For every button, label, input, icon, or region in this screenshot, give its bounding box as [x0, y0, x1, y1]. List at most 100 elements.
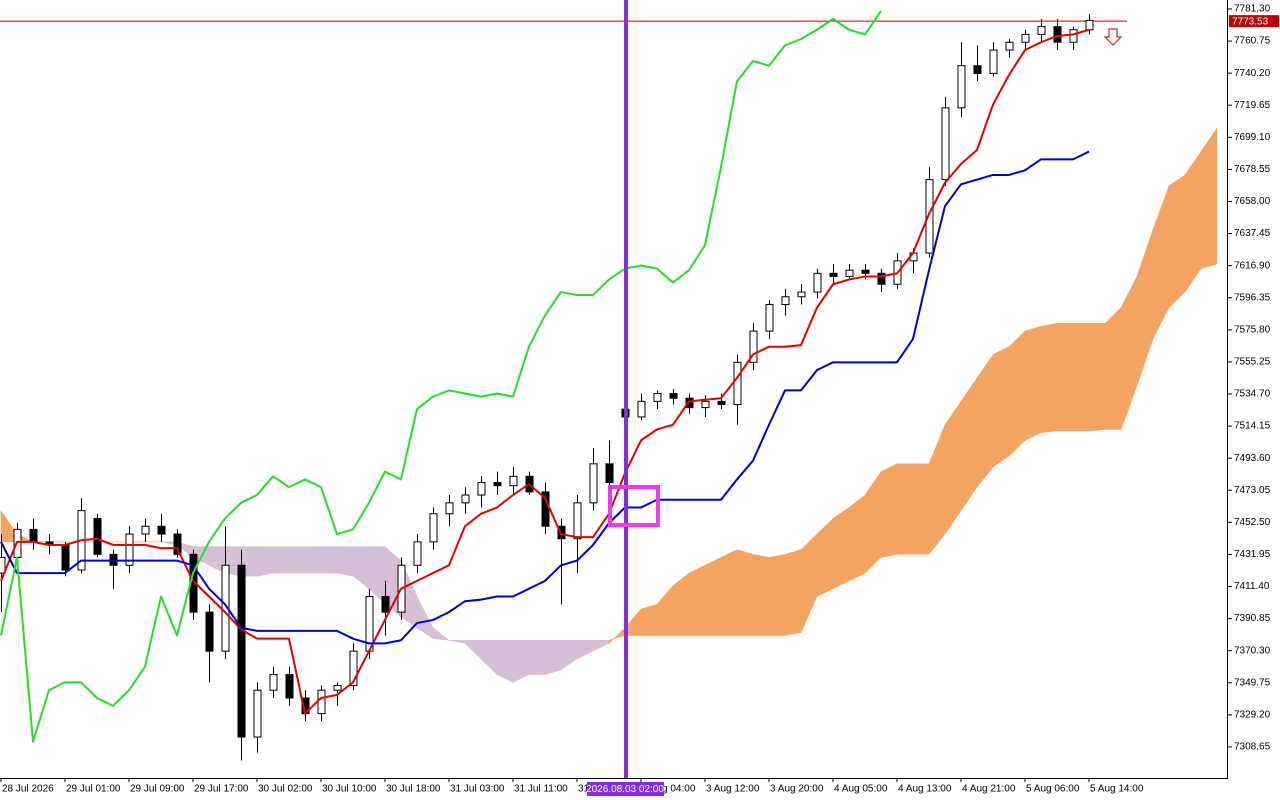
cloud-segment: [704, 557, 722, 636]
candle-body: [173, 533, 182, 555]
cloud-segment: [960, 377, 978, 512]
x-tick-label: 5 Aug 06:00: [1026, 784, 1080, 795]
highlight-box: [608, 485, 660, 527]
indicator-line: [0, 150, 1090, 645]
candle-body: [653, 393, 662, 402]
current-price-box: [1229, 15, 1279, 28]
candle-body: [0, 556, 6, 574]
candle-body: [877, 272, 886, 285]
x-tick-label: 30 Jul 18:00: [386, 784, 441, 795]
candle-body: [1085, 19, 1094, 31]
y-tick-label: 7740.20: [1234, 68, 1271, 79]
y-tick-label: 7616.90: [1234, 260, 1271, 271]
y-tick-label: 7308.65: [1234, 742, 1271, 753]
cloud-segment: [1056, 323, 1074, 432]
candle-body: [589, 463, 598, 504]
cloud-segment: [336, 546, 354, 577]
y-tick-label: 7719.65: [1234, 100, 1271, 111]
cloud-segment: [272, 546, 290, 574]
candle-body: [845, 269, 854, 277]
cloud-segment: [736, 549, 754, 636]
candle-body: [93, 517, 102, 555]
cloud-segment: [1072, 323, 1090, 432]
x-tick-label: 28 Jul 2026: [2, 784, 54, 795]
y-tick-label: 7575.80: [1234, 324, 1271, 335]
x-tick-label: 31 Jul 03:00: [450, 784, 505, 795]
candle-body: [349, 650, 358, 687]
candle-body: [781, 296, 790, 306]
candle-body: [205, 611, 214, 652]
cloud-segment: [896, 463, 914, 555]
cloud-segment: [944, 400, 962, 535]
cloud-segment: [1040, 322, 1058, 433]
y-tick-label: 7760.75: [1234, 36, 1271, 47]
y-tick-label: 7637.45: [1234, 228, 1271, 239]
cloud-segment: [880, 463, 898, 558]
candle-body: [813, 272, 822, 293]
cloud-segment: [432, 627, 450, 641]
candle-body: [285, 674, 294, 699]
cloud-segment: [288, 546, 306, 574]
cloud-segment: [320, 546, 338, 574]
cloud-segment: [752, 554, 770, 636]
cloud-segment: [992, 346, 1010, 468]
y-tick-label: 7452.50: [1234, 517, 1271, 528]
x-tick-label: 29 Jul 01:00: [66, 784, 121, 795]
candle-body: [829, 272, 838, 277]
cloud-segment: [1200, 127, 1218, 269]
y-tick-label: 7658.00: [1234, 196, 1271, 207]
cloud-segment: [848, 494, 866, 582]
candle-body: [141, 525, 150, 535]
candle-body: [429, 513, 438, 543]
candle-body: [701, 400, 710, 409]
cloud-segment: [256, 546, 274, 577]
y-tick-label: 7678.55: [1234, 164, 1271, 175]
candle-body: [685, 397, 694, 409]
y-tick-label: 7390.85: [1234, 613, 1271, 624]
cloud-segment: [784, 549, 802, 636]
candle-body: [733, 361, 742, 405]
cloud-segment: [912, 463, 930, 555]
y-tick-label: 7781.30: [1234, 4, 1271, 15]
cloud-segment: [1104, 307, 1122, 430]
candle-body: [637, 400, 646, 418]
candle-body: [461, 494, 470, 504]
y-tick-label: 7596.35: [1234, 292, 1271, 303]
candle-body: [749, 330, 758, 363]
cloud-segment: [1024, 326, 1042, 441]
candle-body: [493, 482, 502, 487]
y-tick-label: 7329.20: [1234, 710, 1271, 721]
candle-body: [269, 674, 278, 691]
candle-body: [605, 463, 614, 484]
candle-body: [557, 525, 566, 540]
y-tick-label: 7411.40: [1234, 581, 1270, 592]
candle-body: [717, 400, 726, 405]
x-tick-label: 4 Aug 05:00: [834, 784, 888, 795]
y-tick-label: 7534.70: [1234, 389, 1271, 400]
cloud-segment: [768, 554, 786, 636]
candle-body: [477, 482, 486, 496]
x-tick-label: 29 Jul 09:00: [130, 784, 185, 795]
candle-body: [61, 544, 70, 571]
candle-body: [973, 65, 982, 74]
x-tick-label: 29 Jul 17:00: [194, 784, 249, 795]
x-tick-label: 31 Jul 11:00: [514, 784, 568, 795]
indicator-line: [0, 28, 1090, 715]
candle-body: [573, 502, 582, 540]
candle-body: [1021, 33, 1030, 43]
candle-body: [317, 689, 326, 715]
candle-body: [413, 541, 422, 566]
cloud-segment: [1168, 174, 1186, 309]
indicator-line: [0, 10, 882, 743]
candle-body: [989, 49, 998, 74]
candle-body: [13, 528, 22, 558]
candle-body: [333, 685, 342, 691]
crosshair-time-box: [587, 782, 664, 796]
x-tick-label: 30 Jul 10:00: [322, 784, 377, 795]
y-tick-label: 7555.25: [1234, 357, 1271, 368]
candle-body: [861, 269, 870, 274]
cloud-segment: [528, 639, 546, 675]
cloud-segment: [304, 546, 322, 574]
cloud-segment: [1088, 323, 1106, 432]
plot-area: [0, 10, 1218, 761]
